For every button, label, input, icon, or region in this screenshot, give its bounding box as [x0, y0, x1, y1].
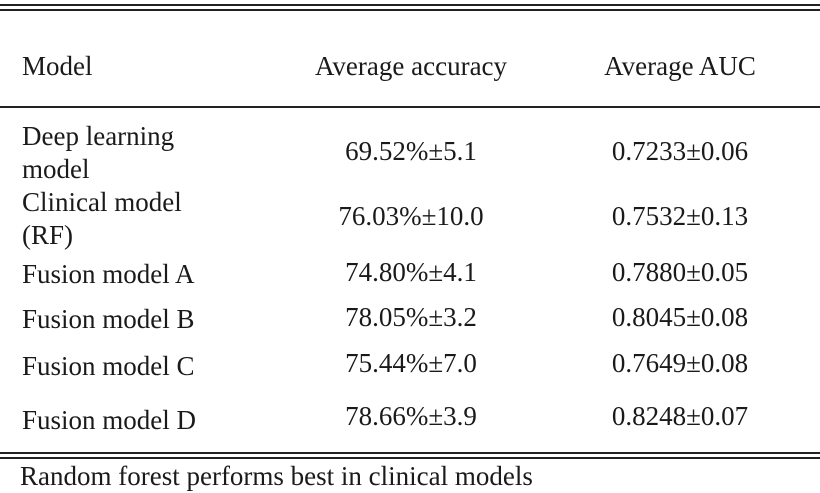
- row-3-accuracy: 74.80%±4.1: [345, 257, 477, 287]
- header-average-auc: Average AUC: [604, 51, 756, 81]
- row-4-model: Fusion model B: [22, 304, 195, 334]
- table-footnote: Random forest performs best in clinical …: [20, 461, 533, 491]
- row-6-auc: 0.8248±0.07: [611, 401, 749, 431]
- row-5-accuracy: 75.44%±7.0: [345, 348, 477, 378]
- header-rule: [0, 106, 820, 108]
- row-4-auc: 0.8045±0.08: [611, 302, 749, 332]
- row-2-accuracy: 76.03%±10.0: [338, 201, 484, 231]
- row-2-model: Clinical model (RF): [22, 187, 182, 250]
- row-1-auc: 0.7233±0.06: [611, 136, 749, 166]
- row-1-accuracy: 69.52%±5.1: [345, 136, 477, 166]
- header-model: Model: [22, 51, 93, 81]
- row-5-auc: 0.7649±0.08: [611, 348, 749, 378]
- row-4-accuracy: 78.05%±3.2: [345, 302, 477, 332]
- row-1-model: Deep learning model: [22, 121, 175, 184]
- top-rule: [0, 4, 820, 6]
- bottom-rule: [0, 452, 820, 454]
- row-3-model: Fusion model A: [22, 259, 195, 289]
- bottom-rule-double: [0, 457, 820, 459]
- row-2-auc: 0.7532±0.13: [611, 201, 749, 231]
- row-5-model: Fusion model C: [22, 351, 195, 381]
- top-rule-double: [0, 9, 820, 11]
- header-average-accuracy: Average accuracy: [314, 51, 508, 81]
- row-6-model: Fusion model D: [22, 405, 197, 435]
- row-3-auc: 0.7880±0.05: [611, 257, 749, 287]
- row-6-accuracy: 78.66%±3.9: [345, 401, 477, 431]
